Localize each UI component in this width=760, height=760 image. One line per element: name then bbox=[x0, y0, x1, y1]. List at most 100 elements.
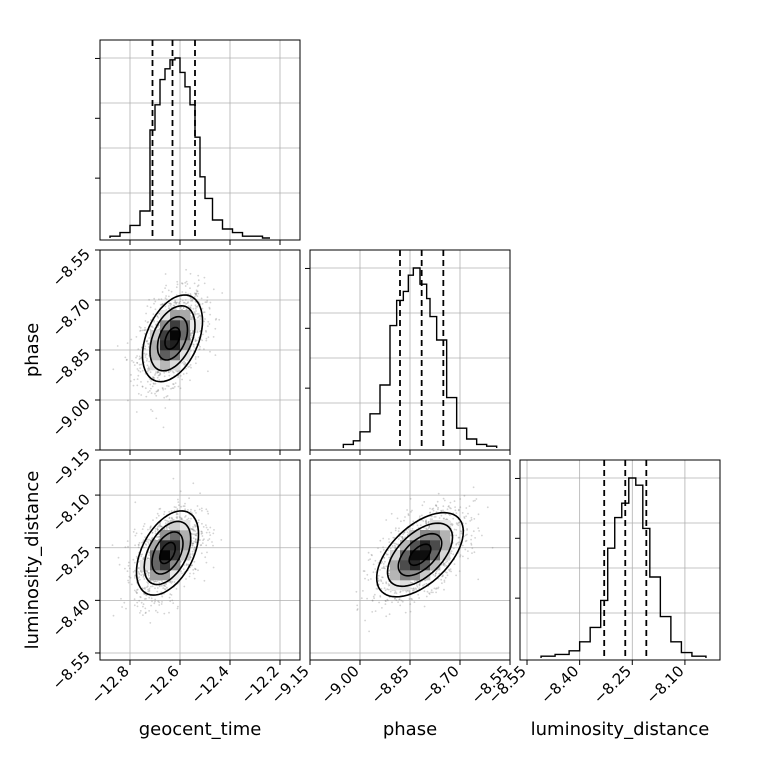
scatter-point bbox=[158, 581, 161, 584]
density-cell bbox=[400, 540, 411, 551]
scatter-point bbox=[197, 274, 200, 277]
scatter-point bbox=[149, 526, 152, 528]
scatter-point bbox=[430, 589, 433, 592]
scatter-point bbox=[194, 567, 196, 570]
scatter-point bbox=[426, 590, 429, 593]
scatter-point bbox=[136, 589, 138, 591]
scatter-point bbox=[134, 501, 137, 504]
scatter-point bbox=[164, 588, 167, 591]
scatter-point bbox=[170, 290, 173, 293]
scatter-point bbox=[196, 505, 199, 507]
scatter-point bbox=[186, 308, 188, 311]
scatter-point bbox=[143, 574, 146, 577]
scatter-point bbox=[442, 505, 445, 508]
scatter-point bbox=[435, 511, 438, 513]
scatter-point bbox=[157, 536, 159, 538]
scatter-point bbox=[389, 590, 392, 593]
scatter-point bbox=[172, 602, 175, 604]
scatter-point bbox=[197, 569, 199, 572]
scatter-point bbox=[454, 509, 457, 512]
scatter-point bbox=[156, 376, 159, 379]
scatter-point bbox=[457, 524, 460, 527]
scatter-point bbox=[386, 588, 389, 591]
scatter-point bbox=[184, 299, 187, 301]
scatter-point bbox=[204, 556, 207, 559]
scatter-point bbox=[172, 371, 175, 374]
scatter-point bbox=[154, 374, 156, 376]
scatter-point bbox=[200, 544, 203, 546]
scatter-point bbox=[371, 599, 374, 602]
density-cell bbox=[150, 570, 161, 581]
scatter-point bbox=[199, 314, 202, 317]
scatter-point bbox=[142, 570, 144, 573]
scatter-point bbox=[193, 311, 196, 313]
scatter-point bbox=[148, 589, 151, 591]
scatter-point bbox=[181, 282, 184, 285]
scatter-point bbox=[384, 599, 387, 602]
scatter-point bbox=[174, 300, 177, 303]
scatter-point bbox=[204, 301, 207, 304]
density-cell bbox=[400, 560, 411, 571]
scatter-point bbox=[212, 532, 215, 535]
scatter-point bbox=[144, 593, 147, 596]
scatter-point bbox=[384, 567, 386, 570]
panel-frame bbox=[99, 459, 301, 661]
scatter-point bbox=[177, 385, 180, 388]
scatter-point bbox=[136, 368, 139, 370]
x-tick-label-phase-3: −8.70 bbox=[418, 662, 463, 707]
scatter-point bbox=[400, 599, 403, 602]
scatter-point bbox=[161, 525, 163, 528]
scatter-point bbox=[141, 528, 144, 530]
scatter-point bbox=[221, 292, 224, 294]
y-tick-label-phase-0: −9.15 bbox=[49, 445, 94, 490]
scatter-point bbox=[183, 585, 186, 588]
scatter-point bbox=[429, 507, 431, 510]
scatter-point bbox=[134, 577, 136, 579]
scatter-point bbox=[194, 530, 197, 532]
scatter-point bbox=[136, 378, 139, 380]
scatter-point bbox=[178, 302, 181, 304]
scatter-point bbox=[171, 580, 174, 583]
scatter-point bbox=[404, 536, 406, 539]
scatter-point bbox=[450, 550, 453, 553]
scatter-point bbox=[147, 391, 150, 393]
density-cell bbox=[440, 530, 451, 541]
scatter-point bbox=[143, 329, 146, 331]
scatter-point bbox=[145, 597, 147, 600]
scatter-point bbox=[463, 517, 466, 519]
scatter-point bbox=[194, 304, 197, 307]
scatter-point bbox=[136, 605, 139, 608]
scatter-point bbox=[393, 592, 396, 594]
scatter-point bbox=[441, 582, 443, 585]
scatter-point bbox=[190, 366, 192, 369]
scatter-point bbox=[142, 546, 145, 549]
density-cell bbox=[180, 330, 191, 341]
scatter-point bbox=[209, 534, 212, 536]
scatter-point bbox=[208, 306, 211, 309]
scatter-point bbox=[138, 573, 141, 576]
x-tick-label-luminosity-distance-1: −8.40 bbox=[537, 662, 582, 707]
scatter-point bbox=[440, 509, 443, 512]
scatter-point bbox=[394, 546, 397, 549]
scatter-point bbox=[423, 590, 426, 593]
scatter-point bbox=[195, 525, 198, 528]
scatter-point bbox=[166, 528, 168, 531]
scatter-point bbox=[435, 570, 438, 573]
scatter-point bbox=[201, 509, 203, 512]
density-cell bbox=[430, 550, 441, 561]
scatter-point bbox=[171, 518, 174, 521]
scatter-point bbox=[135, 336, 138, 338]
scatter-point bbox=[458, 543, 460, 546]
density-cell bbox=[420, 540, 431, 551]
scatter-point bbox=[143, 598, 146, 600]
scatter-point bbox=[465, 539, 468, 542]
scatter-point bbox=[152, 382, 155, 385]
scatter-point bbox=[195, 540, 197, 543]
scatter-point bbox=[160, 303, 163, 306]
scatter-point bbox=[201, 302, 204, 305]
scatter-point bbox=[194, 525, 197, 528]
scatter-point bbox=[179, 298, 182, 301]
scatter-point bbox=[178, 516, 181, 518]
y-tick-label-phase-2: −8.85 bbox=[49, 345, 94, 390]
scatter-point bbox=[220, 539, 223, 541]
